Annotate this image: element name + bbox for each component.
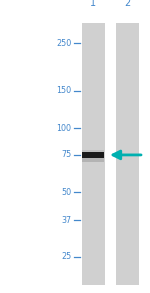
Text: 37: 37	[61, 216, 71, 225]
Text: 75: 75	[61, 150, 71, 159]
Text: 2: 2	[124, 0, 130, 8]
Text: 250: 250	[56, 39, 71, 48]
Text: 100: 100	[56, 124, 71, 133]
Bar	[82, 150, 105, 154]
Bar	[82, 152, 105, 158]
Text: 150: 150	[56, 86, 71, 95]
Text: 50: 50	[61, 188, 71, 197]
Bar	[116, 23, 139, 285]
Text: 25: 25	[61, 252, 71, 261]
Bar	[82, 158, 105, 162]
Text: 1: 1	[90, 0, 96, 8]
Bar	[82, 23, 105, 285]
